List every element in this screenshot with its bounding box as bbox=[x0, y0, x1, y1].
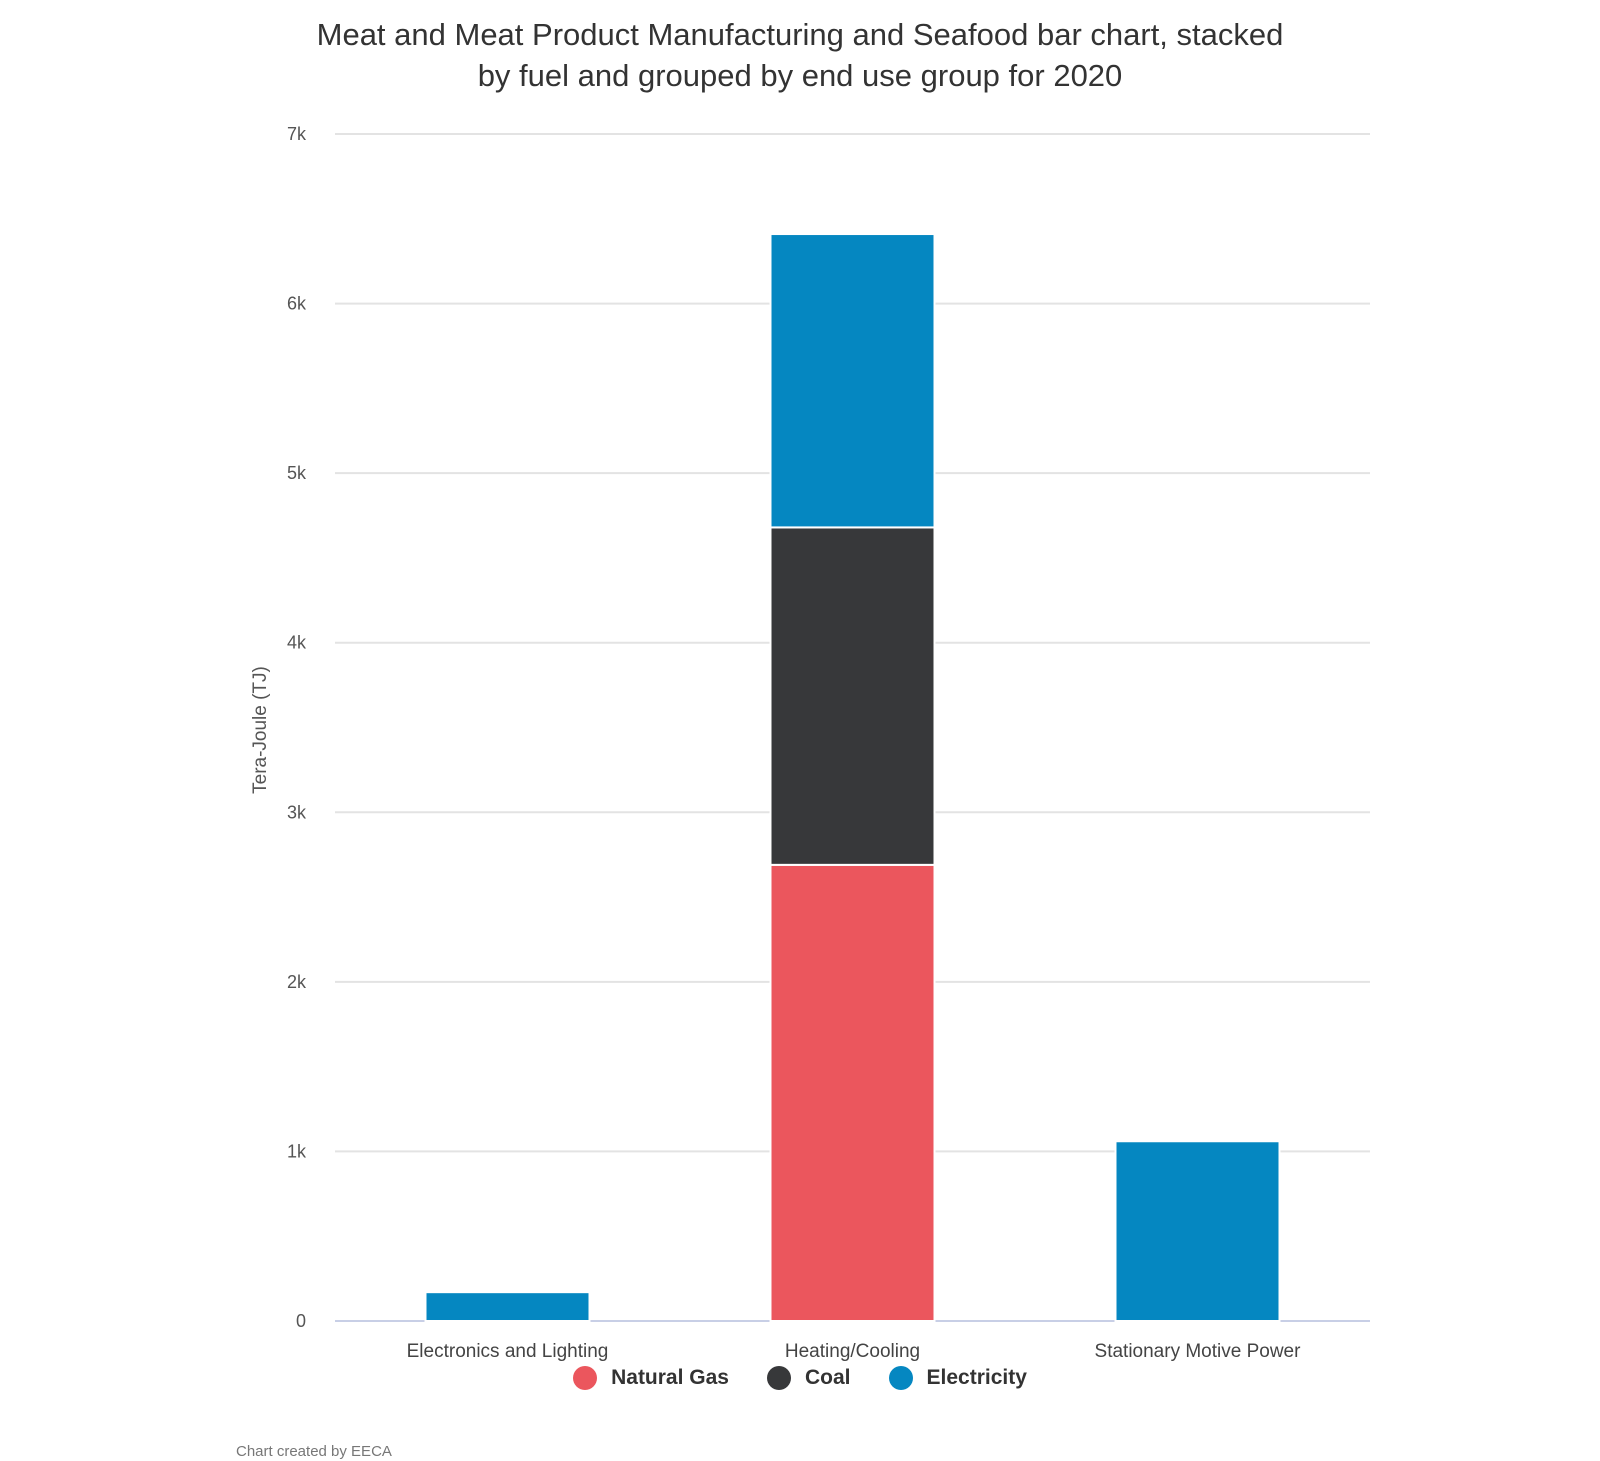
legend-marker bbox=[573, 1366, 598, 1390]
y-tick-label: 2k bbox=[287, 972, 307, 992]
chart-title-line-2: by fuel and grouped by end use group for… bbox=[477, 58, 1123, 93]
legend-label: Natural Gas bbox=[611, 1366, 729, 1389]
chart-credit[interactable]: Chart created by EECA bbox=[236, 1443, 392, 1460]
bar-segment-natural-gas[interactable] bbox=[769, 863, 936, 1322]
y-tick-label: 6k bbox=[287, 294, 307, 314]
legend-marker bbox=[888, 1366, 913, 1390]
y-tick-label: 4k bbox=[287, 633, 307, 653]
legend-label: Electricity bbox=[926, 1366, 1027, 1389]
x-category-label: Electronics and Lighting bbox=[407, 1341, 609, 1362]
legend-label: Coal bbox=[804, 1366, 851, 1389]
x-category-label: Heating/Cooling bbox=[785, 1341, 920, 1362]
y-tick-label: 3k bbox=[287, 802, 307, 822]
x-category-label: Stationary Motive Power bbox=[1095, 1341, 1302, 1362]
y-tick-label: 1k bbox=[287, 1141, 307, 1161]
y-axis-title: Tera-Joule (TJ) bbox=[250, 666, 271, 794]
legend-item-electricity[interactable]: Electricity bbox=[888, 1366, 1027, 1390]
legend: Natural Gas Coal Electricity bbox=[0, 1366, 1600, 1390]
bar-segment-electricity[interactable] bbox=[424, 1291, 591, 1322]
legend-marker bbox=[766, 1366, 791, 1390]
chart-title: Meat and Meat Product Manufacturing and … bbox=[200, 14, 1400, 96]
legend-item-natural-gas[interactable]: Natural Gas bbox=[573, 1366, 729, 1390]
bar-segment-electricity[interactable] bbox=[1114, 1140, 1281, 1322]
legend-item-coal[interactable]: Coal bbox=[766, 1366, 851, 1390]
y-tick-label: 0 bbox=[296, 1311, 306, 1331]
chart-title-line-1: Meat and Meat Product Manufacturing and … bbox=[316, 17, 1284, 52]
bar-segment-electricity[interactable] bbox=[769, 233, 936, 529]
y-tick-label: 7k bbox=[287, 124, 307, 144]
y-tick-label: 5k bbox=[287, 463, 307, 483]
bar-segment-coal[interactable] bbox=[769, 526, 936, 866]
